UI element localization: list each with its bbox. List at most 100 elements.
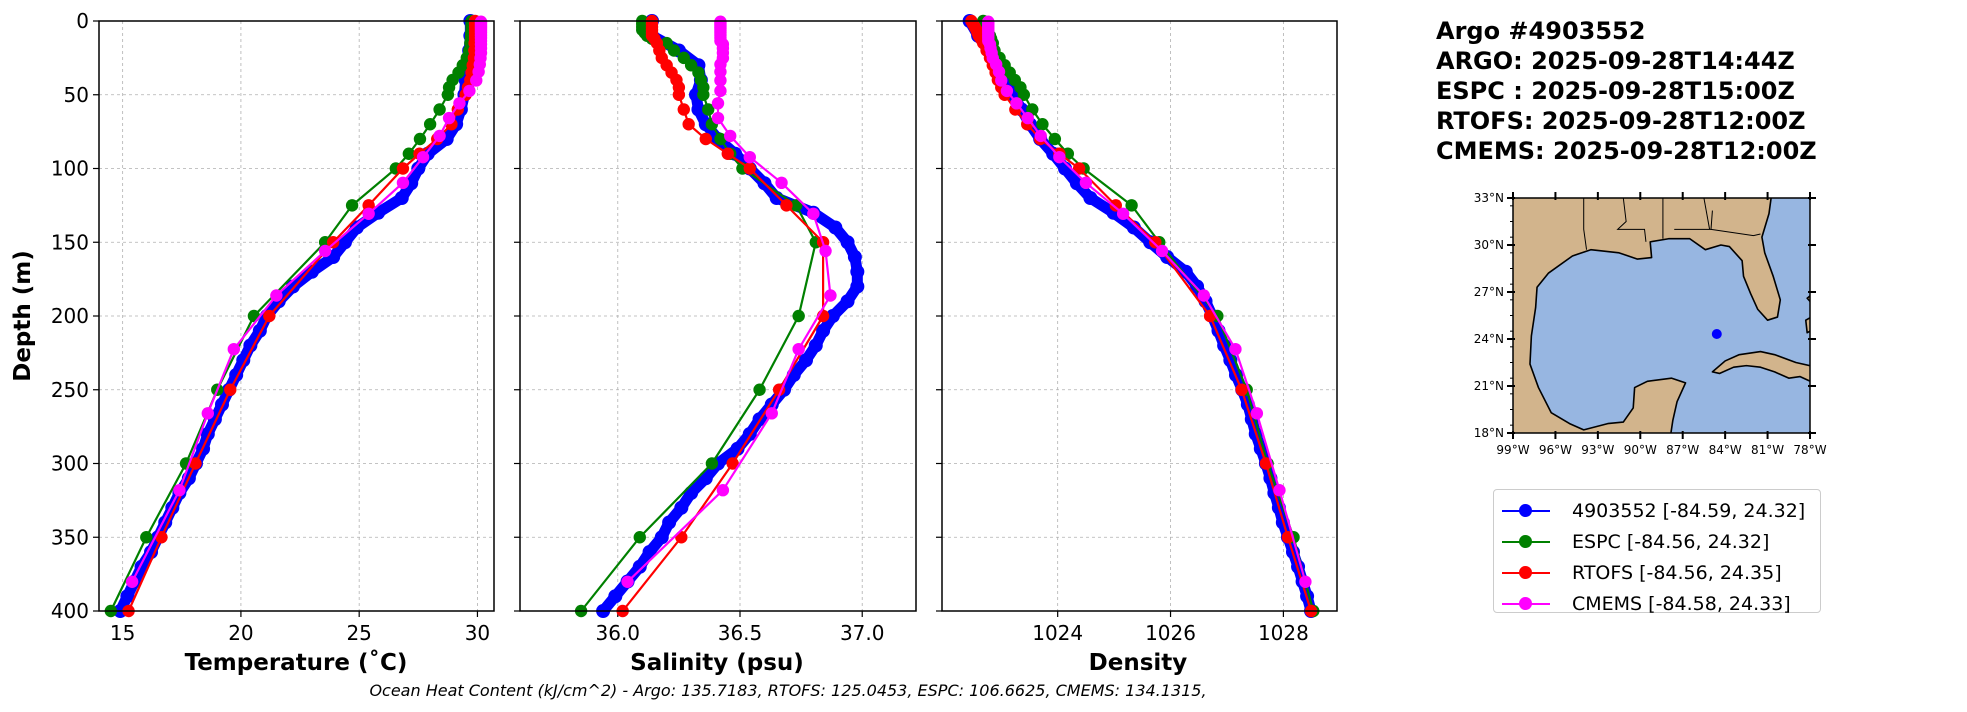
data-point-espc (1048, 132, 1062, 146)
data-point-rtofs (263, 309, 276, 323)
state-border (1583, 198, 1588, 250)
data-point-cmems (270, 289, 283, 302)
data-point-espc (247, 309, 261, 323)
data-point-cmems (1010, 97, 1023, 110)
legend-label: 4903552 [-84.59, 24.32] (1572, 499, 1806, 522)
data-point-espc (441, 88, 455, 101)
data-point-argo (144, 545, 159, 559)
data-point-rtofs (1109, 199, 1123, 212)
series-line-cmems (626, 20, 832, 583)
data-point-cmems (714, 74, 727, 87)
data-point-espc (753, 383, 766, 396)
data-point-argo (243, 338, 258, 353)
data-point-cmems (125, 575, 139, 588)
map-lat-label: 21°N (1474, 379, 1504, 393)
data-point-espc (714, 132, 727, 146)
panel-salinity: 36.0 36.5 37.0 Salinity (psu) (514, 14, 917, 676)
float-location-marker (1711, 328, 1722, 339)
data-point-argo (730, 441, 745, 456)
data-point-rtofs (721, 147, 734, 160)
data-point-argo (411, 161, 426, 176)
data-point-cmems (1000, 84, 1014, 98)
map-lat-label: 18°N (1474, 426, 1504, 440)
data-point-argo (349, 220, 364, 235)
y-tick-label: 400 (51, 599, 89, 623)
data-point-cmems (807, 207, 820, 220)
data-point-cmems (442, 111, 456, 125)
data-point-espc (423, 118, 437, 131)
x-tick-label: 36.0 (596, 621, 641, 645)
data-point-argo (632, 559, 647, 574)
x-tick-label: 37.0 (840, 621, 885, 645)
data-point-espc (697, 88, 710, 101)
data-point-espc (702, 103, 715, 116)
data-point-cmems (1229, 342, 1242, 356)
ocean-heat-content-text: Ocean Heat Content (kJ/cm^2) - Argo: 135… (369, 681, 1206, 700)
title-cmems-time: CMEMS: 2025-09-28T12:00Z (1436, 137, 1817, 165)
data-point-rtofs (1235, 383, 1248, 396)
data-point-espc (633, 531, 646, 544)
data-point-cmems (173, 483, 186, 497)
data-point-argo (608, 589, 623, 604)
data-point-cmems (1155, 244, 1169, 258)
title-argo-id: Argo #4903552 (1436, 17, 1646, 45)
legend-entry-rtofs: RTOFS [-84.56, 24.35] (1494, 557, 1820, 588)
data-point-cmems (318, 244, 332, 258)
data-point-rtofs (699, 132, 712, 146)
data-point-cmems (201, 407, 215, 420)
title-argo-time: ARGO: 2025-09-28T14:44Z (1436, 47, 1795, 75)
data-point-cmems (1021, 111, 1034, 125)
data-point-argo (808, 338, 823, 353)
data-point-espc (433, 103, 446, 116)
data-point-argo (337, 235, 352, 250)
map-content (1513, 198, 1810, 433)
x-tick-label: 20 (228, 621, 253, 645)
data-point-cmems (995, 74, 1008, 87)
data-point-cmems (711, 97, 725, 110)
map-lon-label: 78°W (1793, 443, 1826, 457)
panel-density: 1024 1026 1028 Density (936, 14, 1338, 676)
map-lat-label: 30°N (1474, 238, 1504, 252)
data-point-argo (825, 309, 840, 323)
data-point-argo (654, 530, 669, 545)
data-point-cmems (775, 176, 788, 190)
map-lon-label: 84°W (1709, 443, 1742, 457)
y-tick-label: 200 (51, 304, 89, 328)
legend-label: RTOFS [-84.56, 24.35] (1572, 561, 1782, 584)
data-point-rtofs (224, 383, 237, 396)
data-point-rtofs (1072, 162, 1086, 175)
data-point-cmems (1273, 483, 1286, 497)
data-point-argo (120, 589, 135, 604)
data-point-cmems (621, 575, 634, 588)
data-point-espc (1125, 199, 1138, 212)
data-point-cmems (1197, 289, 1211, 302)
legend-marker-icon (1502, 503, 1550, 518)
data-point-espc (667, 44, 681, 57)
data-point-argo (642, 545, 657, 559)
x-axis-label: Salinity (psu) (630, 650, 804, 676)
data-point-argo (1178, 264, 1193, 279)
map-lon-label: 93°W (1581, 443, 1614, 457)
y-tick-label: 50 (64, 83, 89, 107)
series-group (574, 14, 865, 618)
data-point-rtofs (743, 162, 756, 175)
y-tick-label: 300 (51, 452, 89, 476)
legend: 4903552 [-84.59, 24.32] ESPC [-84.56, 24… (1493, 489, 1821, 615)
data-point-argo (840, 235, 855, 250)
land-cuba (1711, 350, 1810, 383)
map-lat-label: 27°N (1474, 285, 1504, 299)
data-point-argo (799, 353, 813, 368)
x-tick-label: 25 (346, 621, 371, 645)
map-lon-label: 81°W (1751, 443, 1784, 457)
data-point-argo (304, 264, 319, 279)
legend-marker-icon (1502, 596, 1550, 611)
data-point-espc (413, 132, 427, 146)
data-point-rtofs (396, 162, 410, 175)
map-lon-label: 90°W (1624, 443, 1657, 457)
data-point-rtofs (780, 199, 793, 212)
data-point-rtofs (1149, 236, 1162, 249)
data-point-cmems (714, 65, 727, 78)
data-point-cmems (1299, 575, 1312, 588)
state-border (1616, 198, 1647, 242)
